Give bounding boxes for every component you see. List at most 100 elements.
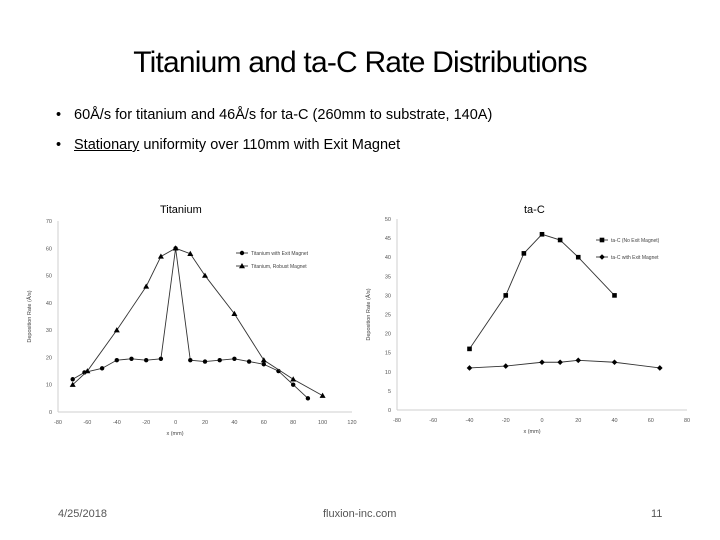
y-tick-label: 20	[46, 355, 52, 361]
x-tick-label: -40	[113, 420, 121, 426]
data-point	[503, 293, 509, 298]
x-tick-label: 20	[575, 418, 581, 424]
legend-marker	[599, 254, 605, 260]
x-tick-label: -60	[83, 420, 91, 426]
bullet-item: • 60Å/s for titanium and 46Å/s for ta-C …	[56, 104, 492, 134]
data-point	[114, 357, 120, 363]
y-tick-label: 35	[385, 274, 391, 280]
legend-label: Titanium with Exit Magnet	[251, 251, 309, 257]
data-point	[290, 376, 297, 382]
y-tick-label: 20	[385, 332, 391, 338]
data-point	[144, 357, 149, 363]
bullet-marker: •	[56, 137, 62, 153]
data-point	[657, 365, 663, 371]
data-point	[319, 392, 326, 398]
bullet-text-rest: uniformity over 110mm with Exit Magnet	[139, 137, 401, 153]
data-point	[188, 357, 193, 363]
data-point	[291, 382, 296, 387]
y-tick-label: 40	[46, 301, 52, 307]
data-point	[187, 250, 194, 256]
y-axis-label: Deposition Rate (Å/s)	[365, 288, 372, 340]
data-point	[502, 363, 509, 369]
x-tick-label: 40	[231, 420, 237, 426]
y-tick-label: 15	[385, 351, 391, 357]
data-point	[157, 253, 164, 259]
x-axis-label: x (mm)	[523, 429, 540, 435]
data-point	[99, 366, 105, 371]
x-tick-label: -20	[502, 418, 510, 424]
data-point	[69, 381, 76, 387]
series-line	[72, 248, 309, 399]
data-point	[70, 377, 75, 382]
data-point	[557, 359, 563, 366]
footer-page-number: 11	[651, 508, 663, 520]
data-point	[246, 359, 252, 364]
x-tick-label: 80	[290, 420, 296, 426]
legend-marker	[599, 237, 605, 243]
bullet-underlined-word: Stationary	[74, 137, 140, 153]
series-line	[72, 247, 323, 397]
data-point	[113, 327, 120, 333]
y-tick-label: 10	[46, 383, 52, 389]
data-point	[575, 357, 582, 364]
x-tick-label: 0	[174, 420, 177, 426]
data-point	[158, 356, 164, 361]
data-point	[611, 359, 618, 366]
data-point	[202, 359, 208, 364]
data-point	[129, 356, 134, 361]
data-point	[467, 346, 472, 352]
data-point	[172, 245, 179, 251]
data-point	[202, 272, 208, 278]
y-tick-label: 70	[46, 219, 52, 225]
y-tick-label: 30	[385, 293, 391, 299]
x-tick-label: 40	[611, 418, 617, 424]
y-tick-label: 50	[385, 217, 391, 223]
x-tick-label: 80	[684, 418, 690, 424]
series-line	[469, 359, 660, 369]
y-tick-label: 60	[46, 246, 52, 252]
y-tick-label: 50	[46, 274, 52, 280]
y-tick-label: 30	[46, 328, 52, 334]
bullet-text: 60Å/s for titanium and 46Å/s for ta-C (2…	[74, 107, 493, 123]
titanium-chart: 0 10 20 30 40 50 60 70 -80 -60 -40 -20 0 20 40 60 80 100 1…	[26, 219, 357, 437]
x-tick-label: 0	[540, 418, 543, 424]
legend-label: Titanium, Robust Magnet	[251, 264, 307, 270]
y-tick-label: 0	[388, 408, 391, 414]
bullet-item: • Stationary uniformity over 110mm with …	[56, 134, 492, 164]
x-tick-label: 60	[261, 420, 267, 426]
footer-site: fluxion-inc.com	[323, 508, 397, 520]
x-axis-label: x (mm)	[166, 431, 183, 437]
tac-chart-title: ta-C	[524, 204, 545, 216]
data-point	[466, 365, 473, 371]
legend-label: ta-C (No Exit Magnet)	[611, 238, 660, 244]
x-tick-label: -20	[142, 420, 150, 426]
bullet-list: • 60Å/s for titanium and 46Å/s for ta-C …	[56, 104, 492, 164]
data-point	[305, 396, 311, 401]
y-tick-label: 45	[385, 236, 391, 242]
titanium-chart-title: Titanium	[160, 204, 202, 216]
x-tick-label: 120	[347, 420, 356, 426]
series-line	[469, 233, 615, 350]
data-point	[521, 251, 527, 256]
x-tick-label: -40	[466, 418, 474, 424]
data-point	[261, 362, 266, 367]
legend-marker	[239, 250, 245, 256]
y-tick-label: 25	[385, 313, 391, 319]
y-tick-label: 0	[49, 410, 52, 416]
x-tick-label: -60	[429, 418, 437, 424]
y-tick-label: 5	[388, 389, 391, 395]
data-point	[84, 368, 91, 374]
tac-chart: 0 5 10 15 20 25 30 35 40 45 50 -80 -60 -40 -20 0 20 40 60 8…	[365, 217, 690, 435]
bullet-marker: •	[56, 107, 62, 123]
x-tick-label: -80	[393, 418, 401, 424]
x-tick-label: 20	[202, 420, 208, 426]
data-point	[539, 359, 545, 366]
data-point	[612, 293, 617, 298]
y-tick-label: 10	[385, 370, 391, 376]
data-point	[260, 357, 267, 363]
x-tick-label: 100	[318, 420, 327, 426]
slide-title: Titanium and ta-C Rate Distributions	[133, 46, 587, 79]
data-point	[231, 310, 238, 316]
data-point	[232, 356, 237, 361]
